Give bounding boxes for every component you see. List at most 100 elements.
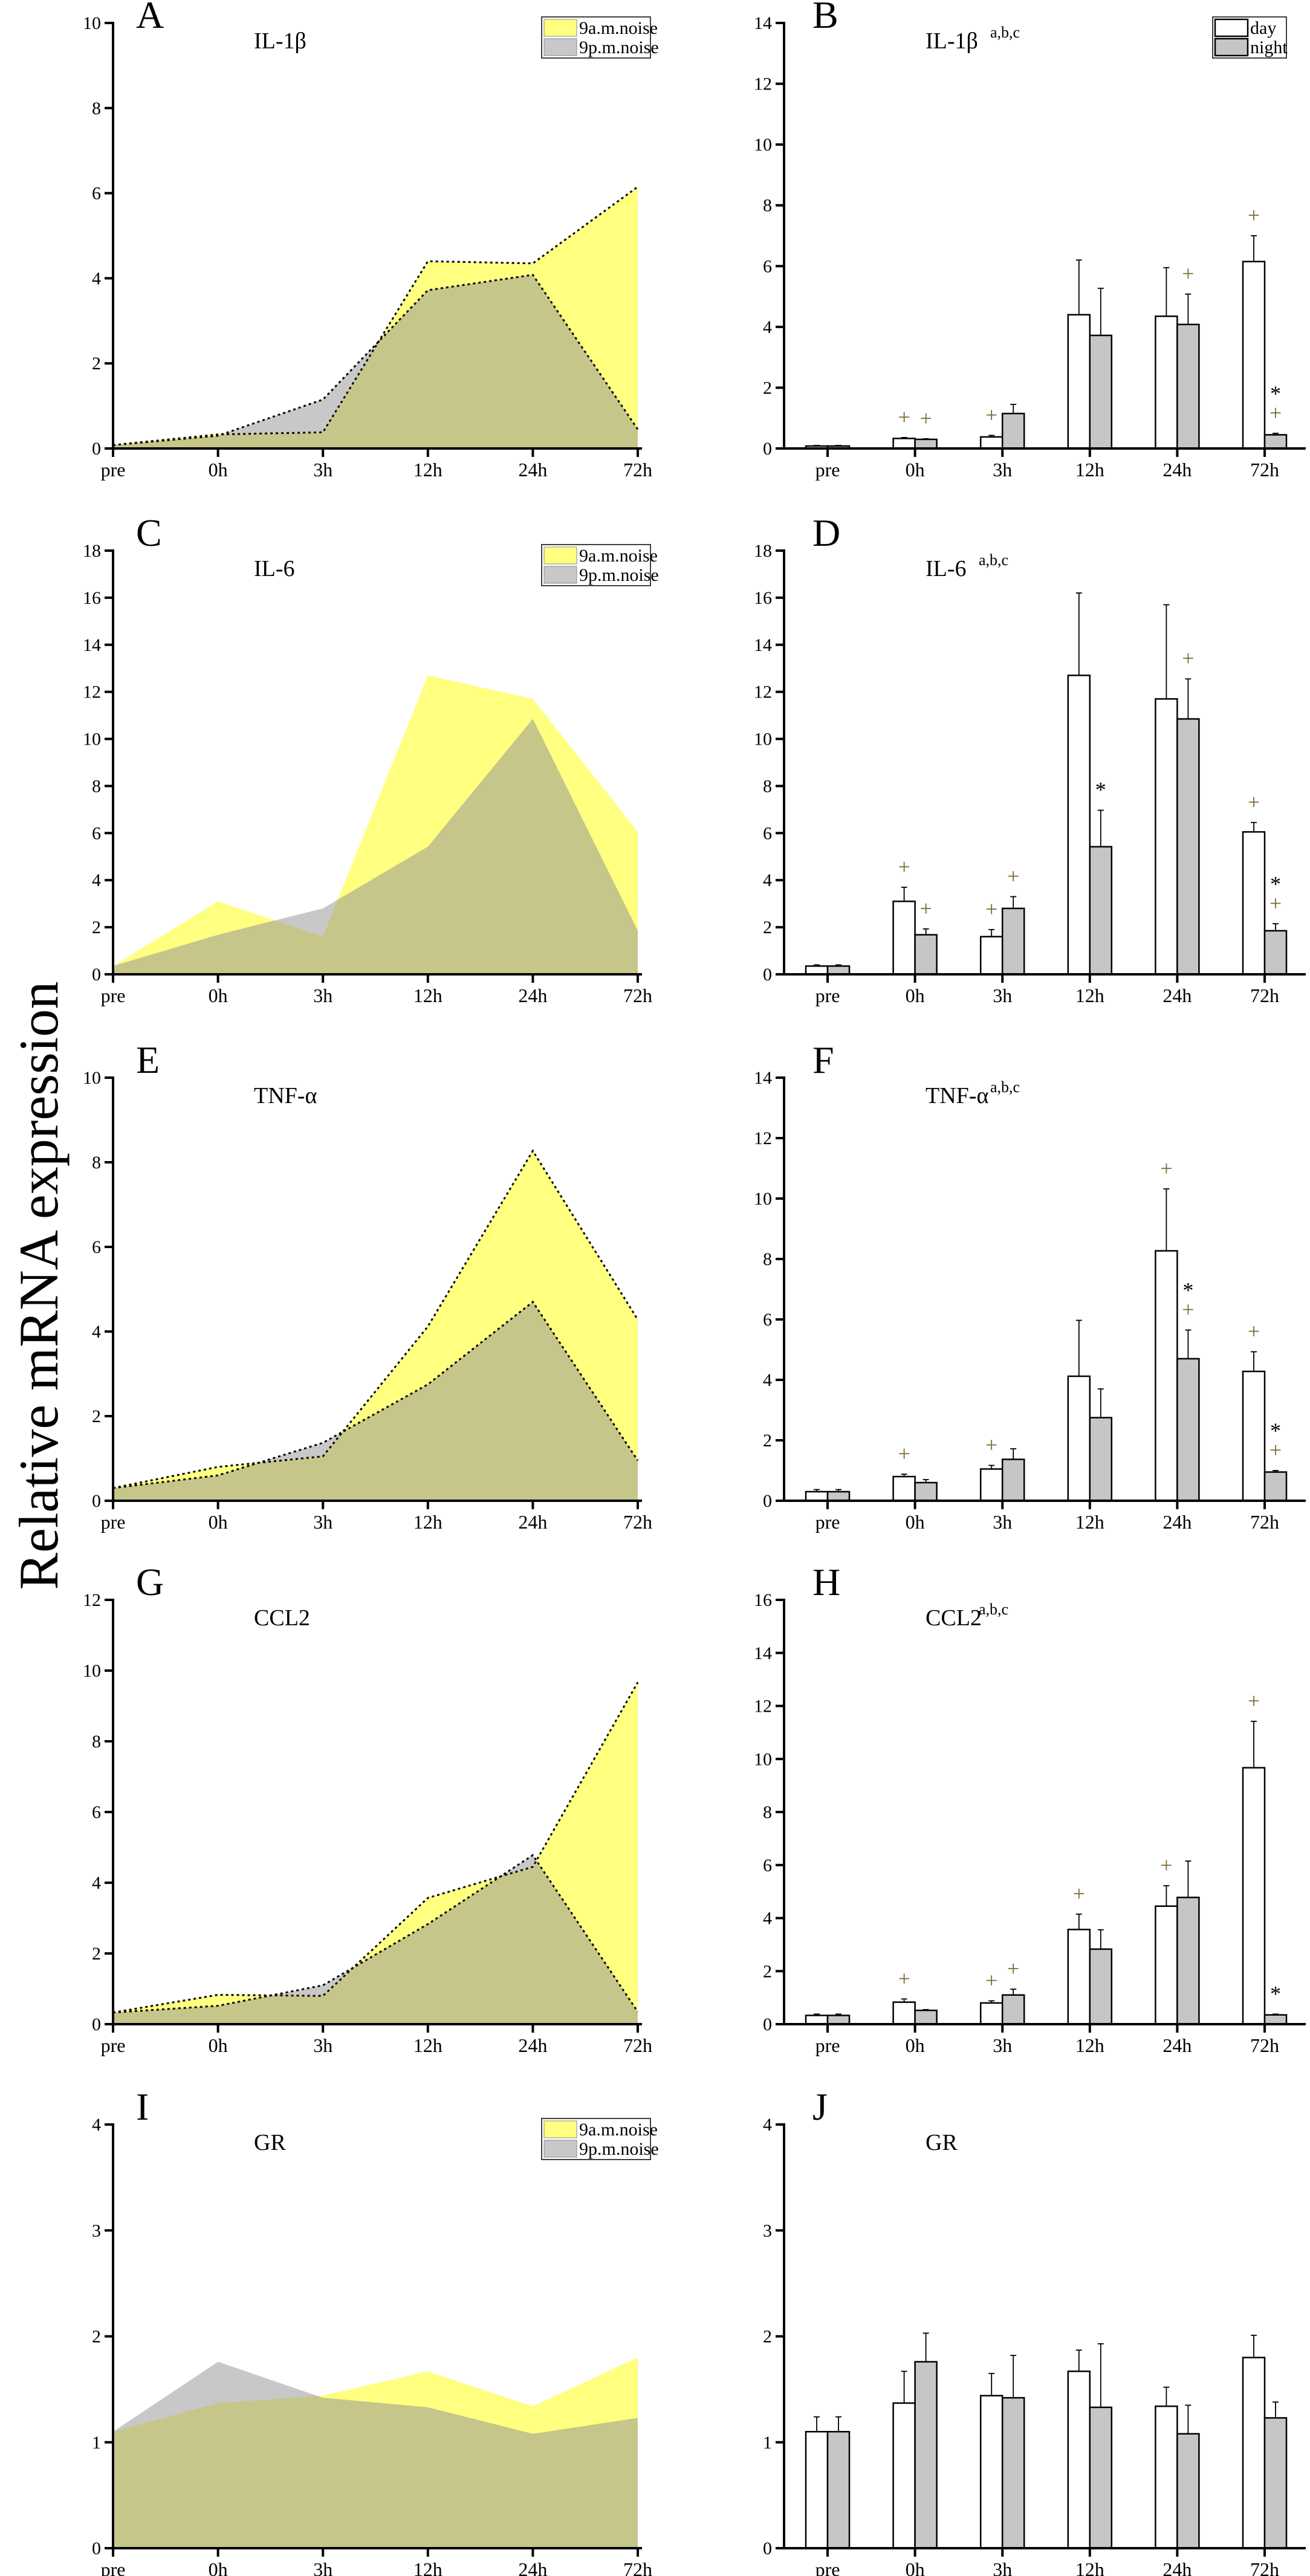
panel-letter: I: [136, 2085, 149, 2128]
panel-letter: F: [812, 1038, 834, 1081]
x-tick-label: 12h: [413, 459, 443, 481]
significance-plus: +: [1182, 646, 1194, 670]
bar-night-12h: [1089, 334, 1113, 450]
bar-night-pre: [826, 1490, 851, 1502]
bar-day-3h: [979, 1468, 1004, 1502]
legend-label: 9p.m.noise: [579, 2139, 659, 2159]
bar-day-12h: [1067, 675, 1091, 976]
area-overlap: [113, 274, 638, 448]
y-tick-label: 8: [92, 1153, 101, 1173]
bar-day-12h: [1067, 2371, 1091, 2549]
significance-plus: +: [1269, 891, 1282, 915]
legend-label: 9a.m.noise: [579, 546, 658, 566]
significance-star: *: [1095, 778, 1106, 802]
x-tick-label: pre: [101, 459, 126, 481]
panel-title: IL-6: [926, 556, 967, 581]
y-tick-label: 12: [83, 682, 101, 702]
y-tick-label: 12: [754, 682, 772, 702]
y-tick-label: 0: [763, 2015, 772, 2034]
legend-swatch-9a.m.noise: [543, 2120, 577, 2138]
y-tick-label: 10: [754, 1749, 772, 1769]
y-tick-label: 2: [92, 1406, 101, 1426]
significance-plus: +: [919, 896, 932, 921]
x-tick-label: 24h: [518, 1511, 547, 1533]
x-tick-label: 72h: [1250, 2558, 1279, 2576]
bar-night-24h: [1176, 1897, 1200, 2025]
x-tick-label: 3h: [313, 459, 332, 481]
y-tick-label: 8: [92, 99, 101, 118]
x-tick-label: 12h: [1075, 1511, 1104, 1533]
y-tick-label: 0: [92, 965, 101, 985]
significance-plus: +: [985, 1433, 997, 1457]
panel-c: 0 2 4 6 8 10 12 14 16 18 pre 0h 3h 12h 24h 72h C IL-6 9a.m…: [83, 511, 659, 1006]
x-tick-label: pre: [816, 1511, 840, 1533]
panel-title-superscript: a,b,c: [979, 1600, 1008, 1618]
x-tick-label: 12h: [413, 2034, 443, 2056]
legend-label: 9p.m.noise: [579, 37, 659, 57]
bar-night-72h: [1263, 2014, 1288, 2025]
bar-night-24h: [1176, 2433, 1200, 2549]
y-tick-label: 1: [92, 2433, 101, 2453]
x-tick-label: 24h: [1162, 459, 1192, 481]
y-tick-label: 6: [92, 184, 101, 204]
panel-title-superscript: a,b,c: [990, 24, 1020, 41]
bar-night-pre: [826, 965, 851, 976]
panel-letter: D: [812, 511, 840, 554]
area-overlap: [113, 719, 638, 974]
panel-title-superscript: a,b,c: [979, 551, 1008, 569]
y-tick-label: 0: [763, 439, 772, 459]
x-tick-label: pre: [101, 985, 126, 1006]
y-tick-label: 18: [83, 541, 101, 561]
panel-g: 0 2 4 6 8 10 12 pre 0h 3h 12h 24h 72h G CCL2: [83, 1561, 652, 2056]
panel-title: IL-6: [254, 556, 295, 581]
x-tick-label: 3h: [313, 1511, 332, 1533]
bar-day-72h: [1242, 831, 1266, 976]
y-tick-label: 4: [763, 1370, 772, 1390]
x-tick-label: 72h: [1250, 1511, 1279, 1533]
legend-label: day: [1250, 18, 1276, 38]
bar-night-12h: [1089, 2406, 1113, 2549]
significance-plus: +: [1269, 401, 1282, 425]
x-tick-label: 0h: [906, 2558, 925, 2576]
bar-night-72h: [1263, 434, 1288, 450]
y-tick-label: 3: [763, 2221, 772, 2241]
y-tick-label: 4: [763, 870, 772, 890]
significance-plus: +: [985, 1968, 997, 1992]
x-tick-label: 24h: [1162, 2558, 1192, 2576]
legend-swatch-day: [1214, 18, 1249, 37]
y-tick-label: 6: [763, 1856, 772, 1875]
y-tick-label: 2: [763, 1431, 772, 1451]
bar-day-72h: [1242, 2357, 1266, 2549]
legend-label: 9a.m.noise: [579, 18, 658, 38]
bar-day-0h: [892, 1475, 916, 1502]
outline-9pm-noise: [112, 1300, 639, 1489]
y-tick-label: 10: [754, 135, 772, 155]
area-overlap: [113, 2396, 638, 2548]
x-tick-label: pre: [101, 2034, 126, 2056]
x-tick-label: 0h: [906, 985, 925, 1006]
outline-9am-noise: [112, 1681, 639, 2014]
y-tick-label: 10: [83, 730, 101, 749]
panel-e: 0 2 4 6 8 10 pre 0h 3h 12h 24h 72h E TNF-α: [83, 1038, 652, 1533]
x-tick-label: 24h: [518, 459, 547, 481]
y-tick-label: 0: [92, 439, 101, 459]
panel-j: 0 1 2 3 4 pre 0h 3h 12h 24h 72h J GR: [763, 2085, 1306, 2576]
x-tick-label: 24h: [1162, 1511, 1192, 1533]
x-tick-label: 24h: [1162, 985, 1192, 1006]
y-tick-label: 2: [92, 354, 101, 374]
x-tick-label: 72h: [1250, 985, 1279, 1006]
significance-plus: +: [1248, 1689, 1260, 1713]
significance-plus: +: [919, 406, 932, 430]
significance-plus: +: [1248, 790, 1260, 814]
y-tick-label: 3: [92, 2221, 101, 2241]
x-tick-label: 12h: [1075, 459, 1104, 481]
bar-day-12h: [1067, 1375, 1091, 1502]
y-tick-label: 2: [763, 1961, 772, 1981]
legend-label: night: [1250, 37, 1288, 57]
bar-night-12h: [1089, 1417, 1113, 1502]
bar-day-3h: [979, 2395, 1004, 2549]
y-tick-label: 14: [754, 13, 772, 33]
